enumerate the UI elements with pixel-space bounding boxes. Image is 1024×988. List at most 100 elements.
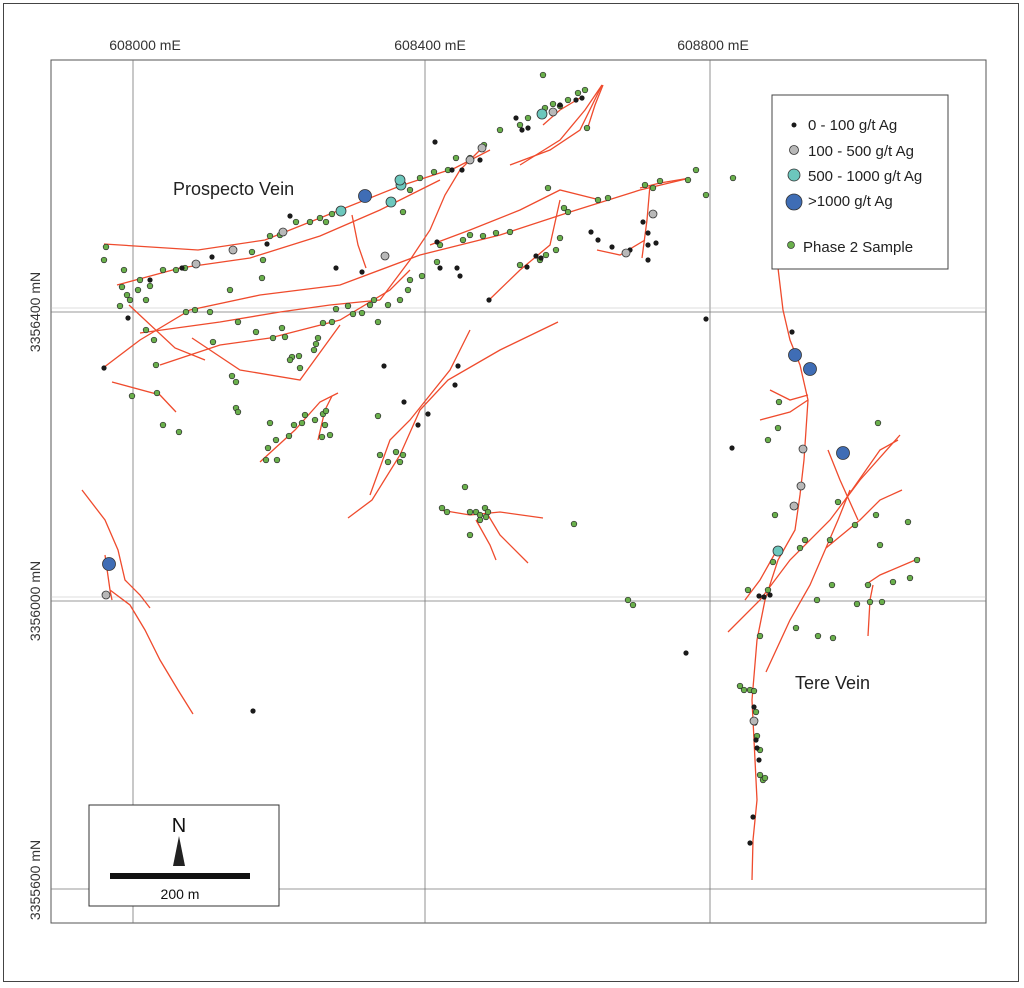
sample-0-100 — [653, 240, 659, 246]
sample-phase2 — [544, 184, 552, 192]
sample-phase2 — [316, 214, 324, 222]
sample-phase2 — [296, 364, 304, 372]
sample-phase2 — [142, 326, 150, 334]
sample-0-100 — [477, 157, 483, 163]
sample-phase2 — [649, 184, 657, 192]
sample-phase2 — [150, 336, 158, 344]
sample-phase2 — [366, 301, 374, 309]
sample-0-100 — [645, 230, 651, 236]
vein-line — [109, 589, 194, 715]
vein-line — [369, 329, 471, 496]
sample-phase2 — [775, 398, 783, 406]
sample-phase2 — [406, 276, 414, 284]
grid — [51, 60, 986, 923]
legend-symbol-blue-circle — [785, 193, 803, 211]
sample-100-500 — [621, 248, 631, 258]
sample-100-500 — [278, 227, 288, 237]
vein-line — [488, 199, 561, 301]
sample-phase2 — [328, 210, 336, 218]
sample-phase2 — [396, 296, 404, 304]
sample-100-500 — [465, 155, 475, 165]
sample-phase2 — [278, 324, 286, 332]
scale-box — [88, 804, 280, 907]
sample-phase2 — [406, 186, 414, 194]
sample-0-100 — [250, 708, 256, 714]
sample-0-100 — [761, 594, 767, 600]
sample-phase2 — [172, 266, 180, 274]
sample-phase2 — [629, 601, 637, 609]
sample-0-100 — [524, 264, 530, 270]
sample-0-100 — [525, 125, 531, 131]
sample-0-100 — [513, 115, 519, 121]
sample-0-100 — [747, 840, 753, 846]
northing-label: 3356400 mN — [27, 272, 43, 352]
sample-phase2 — [209, 338, 217, 346]
vein-line — [103, 149, 491, 251]
vein-line — [439, 509, 544, 519]
sample-phase2 — [153, 389, 161, 397]
sample-0-100 — [457, 273, 463, 279]
scale-bar-label: 200 m — [161, 886, 200, 902]
sample-over-1000 — [358, 189, 372, 203]
legend-label: Phase 2 Sample — [803, 239, 913, 256]
sample-0-100 — [579, 95, 585, 101]
sample-phase2 — [322, 218, 330, 226]
sample-phase2 — [159, 421, 167, 429]
map-frame — [50, 59, 987, 924]
sample-phase2 — [102, 243, 110, 251]
sample-0-100 — [645, 257, 651, 263]
sample-phase2 — [358, 309, 366, 317]
grid-secondary — [51, 307, 986, 598]
sample-100-500 — [228, 245, 238, 255]
sample-phase2 — [191, 306, 199, 314]
sample-phase2 — [430, 168, 438, 176]
sample-100-500 — [749, 716, 759, 726]
sample-phase2 — [684, 176, 692, 184]
sample-phase2 — [539, 71, 547, 79]
sample-phase2 — [692, 166, 700, 174]
sample-0-100 — [609, 244, 615, 250]
sample-phase2 — [750, 687, 758, 695]
sample-over-1000 — [836, 446, 850, 460]
sample-0-100 — [125, 315, 131, 321]
vein-line — [487, 514, 529, 564]
sample-phase2 — [756, 632, 764, 640]
legend: 0 - 100 g/t Ag 100 - 500 g/t Ag 500 - 10… — [771, 94, 949, 270]
sample-phase2 — [864, 581, 872, 589]
sample-phase2 — [152, 361, 160, 369]
sample-0-100 — [359, 269, 365, 275]
sample-500-1000 — [394, 174, 406, 186]
sample-phase2 — [556, 234, 564, 242]
sample-phase2 — [312, 340, 320, 348]
sample-phase2 — [285, 432, 293, 440]
sample-phase2 — [479, 232, 487, 240]
sample-500-1000 — [335, 205, 347, 217]
sample-phase2 — [310, 346, 318, 354]
sample-500-1000 — [536, 108, 548, 120]
easting-label: 608800 mE — [677, 37, 749, 53]
vein-line — [844, 439, 899, 501]
sample-0-100 — [683, 650, 689, 656]
legend-symbol-teal-circle — [787, 168, 801, 182]
sample-phase2 — [384, 301, 392, 309]
sample-phase2 — [228, 372, 236, 380]
sample-phase2 — [248, 248, 256, 256]
sample-phase2 — [813, 596, 821, 604]
sample-0-100 — [333, 265, 339, 271]
legend-label: 100 - 500 g/t Ag — [808, 143, 914, 160]
sample-phase2 — [404, 286, 412, 294]
sample-0-100 — [264, 241, 270, 247]
vein-line — [139, 299, 381, 334]
sample-0-100 — [754, 745, 760, 751]
sample-phase2 — [319, 319, 327, 327]
sample-phase2 — [116, 302, 124, 310]
sample-phase2 — [326, 431, 334, 439]
sample-0-100 — [645, 242, 651, 248]
sample-phase2 — [443, 508, 451, 516]
sample-0-100 — [703, 316, 709, 322]
sample-phase2 — [769, 558, 777, 566]
sample-phase2 — [433, 258, 441, 266]
sample-phase2 — [641, 181, 649, 189]
sample-phase2 — [266, 232, 274, 240]
sample-0-100 — [449, 167, 455, 173]
